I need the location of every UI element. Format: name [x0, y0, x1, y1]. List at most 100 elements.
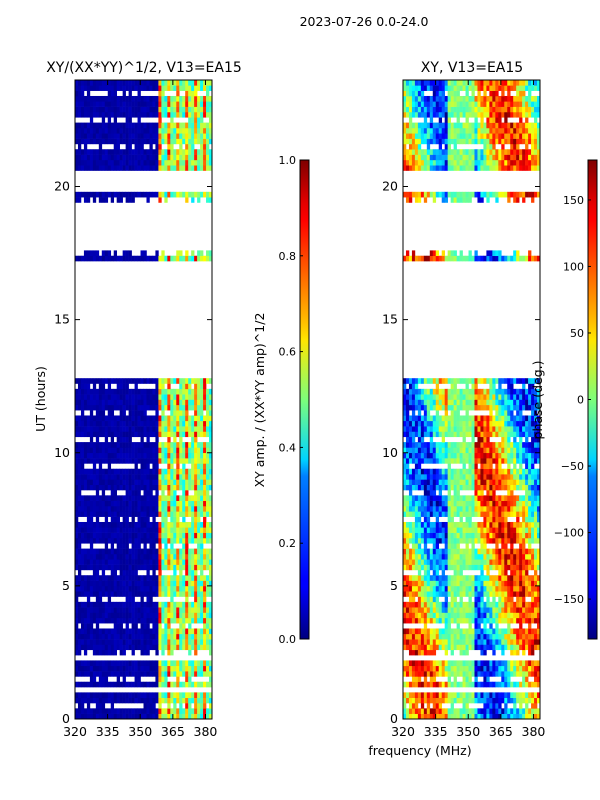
- heatmap-cell: [477, 639, 481, 645]
- heatmap-cell: [140, 138, 144, 145]
- heatmap-cell: [161, 468, 165, 475]
- heatmap-cell: [468, 676, 472, 683]
- heatmap-cell: [197, 378, 201, 384]
- heatmap-cell: [131, 191, 135, 198]
- heatmap-cell: [152, 697, 156, 704]
- heatmap-cell: [185, 532, 189, 539]
- colorbar-tick-label: 1.0: [279, 154, 297, 167]
- heatmap-cell: [128, 660, 132, 667]
- heatmap-cell: [95, 639, 100, 645]
- heatmap-cell: [480, 617, 484, 624]
- heatmap-cell: [197, 399, 201, 406]
- heatmap-cell: [489, 703, 493, 709]
- heatmap-cell: [143, 532, 147, 539]
- heatmap-cell: [441, 564, 445, 571]
- heatmap-cell: [113, 468, 117, 475]
- heatmap-cell: [167, 639, 171, 645]
- heatmap-cell: [453, 553, 457, 560]
- heatmap-cell: [462, 697, 466, 704]
- heatmap-cell: [146, 591, 150, 597]
- amplitude-x-ticks: 320 335 350 365 380: [63, 80, 217, 739]
- heatmap-cell: [453, 559, 457, 565]
- heatmap-cell: [83, 479, 88, 485]
- heatmap-cell: [128, 388, 132, 395]
- heatmap-cell: [137, 106, 141, 113]
- heatmap-cell: [483, 660, 487, 667]
- heatmap-cell: [194, 255, 198, 262]
- heatmap-cell: [122, 80, 126, 86]
- heatmap-cell: [465, 585, 469, 592]
- heatmap-cell: [83, 388, 88, 395]
- heatmap-cell: [420, 580, 425, 587]
- heatmap-cell: [131, 511, 135, 517]
- heatmap-cell: [513, 585, 517, 592]
- heatmap-cell: [197, 665, 201, 672]
- heatmap-cell: [492, 580, 496, 587]
- heatmap-cell: [119, 111, 123, 118]
- heatmap-cell: [411, 660, 416, 667]
- heatmap-cell: [462, 628, 466, 635]
- heatmap-cell: [507, 612, 511, 619]
- heatmap-cell: [468, 537, 472, 544]
- heatmap-cell: [92, 564, 97, 571]
- heatmap-cell: [414, 692, 419, 699]
- heatmap-cell: [125, 431, 129, 438]
- heatmap-cell: [80, 692, 85, 699]
- heatmap-cell: [507, 553, 511, 560]
- heatmap-cell: [200, 415, 204, 422]
- heatmap-cell: [498, 713, 502, 720]
- heatmap-cell: [155, 591, 159, 597]
- heatmap-cell: [531, 660, 535, 667]
- heatmap-cell: [209, 713, 213, 720]
- heatmap-cell: [456, 644, 460, 651]
- heatmap-cell: [495, 537, 499, 544]
- heatmap-cell: [197, 197, 201, 203]
- heatmap-cell: [146, 442, 150, 448]
- heatmap-cell: [137, 580, 141, 587]
- heatmap-cell: [173, 692, 177, 699]
- heatmap-cell: [408, 601, 413, 608]
- heatmap-cell: [516, 681, 520, 688]
- heatmap-cell: [444, 564, 448, 571]
- heatmap-cell: [134, 165, 138, 171]
- heatmap-cell: [122, 521, 126, 528]
- heatmap-cell: [179, 452, 183, 459]
- heatmap-cell: [426, 569, 431, 576]
- heatmap-cell: [143, 149, 147, 155]
- heatmap-cell: [77, 553, 82, 560]
- heatmap-cell: [125, 191, 129, 198]
- heatmap-cell: [534, 697, 538, 704]
- heatmap-cell: [438, 607, 443, 613]
- heatmap-cell: [203, 394, 207, 400]
- heatmap-cell: [188, 133, 192, 139]
- heatmap-cell: [489, 601, 493, 608]
- heatmap-cell: [465, 612, 469, 619]
- heatmap-cell: [200, 543, 204, 549]
- heatmap-cell: [149, 133, 153, 139]
- heatmap-cell: [140, 665, 144, 672]
- heatmap-cell: [149, 447, 153, 454]
- heatmap-cell: [176, 442, 180, 448]
- heatmap-cell: [486, 527, 490, 533]
- heatmap-cell: [513, 553, 517, 560]
- heatmap-cell: [182, 394, 186, 400]
- heatmap-cell: [423, 665, 428, 672]
- heatmap-cell: [122, 713, 126, 720]
- heatmap-cell: [420, 607, 425, 613]
- heatmap-cell: [146, 80, 150, 86]
- heatmap-cell: [155, 80, 159, 86]
- heatmap-cell: [149, 500, 153, 507]
- heatmap-cell: [140, 426, 144, 432]
- heatmap-cell: [525, 591, 529, 597]
- heatmap-cell: [477, 623, 481, 629]
- heatmap-cell: [429, 639, 434, 645]
- heatmap-cell: [197, 532, 201, 539]
- heatmap-cell: [158, 697, 162, 704]
- heatmap-cell: [116, 692, 120, 699]
- heatmap-cell: [495, 703, 499, 709]
- heatmap-cell: [420, 548, 425, 555]
- heatmap-cell: [116, 436, 120, 443]
- heatmap-cell: [188, 154, 192, 161]
- heatmap-cell: [516, 537, 520, 544]
- heatmap-cell: [534, 703, 538, 709]
